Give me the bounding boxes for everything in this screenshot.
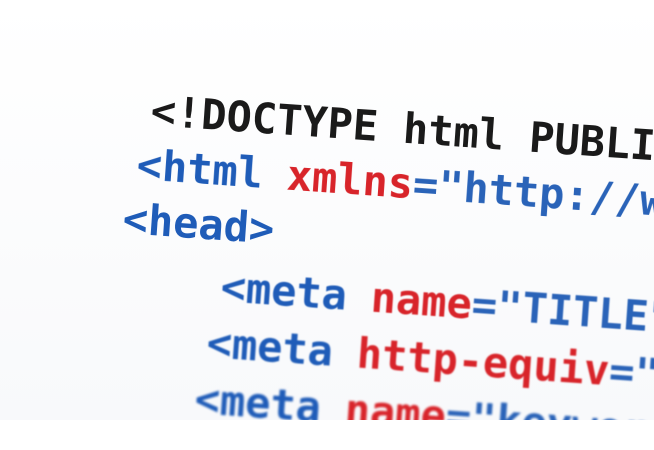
attribute-value: ="http://www xyxy=(411,159,654,230)
code-photo: <!DOCTYPE html PUBLIC <html xmlns="http:/… xyxy=(0,0,654,420)
attribute: xmlns xyxy=(285,150,415,209)
